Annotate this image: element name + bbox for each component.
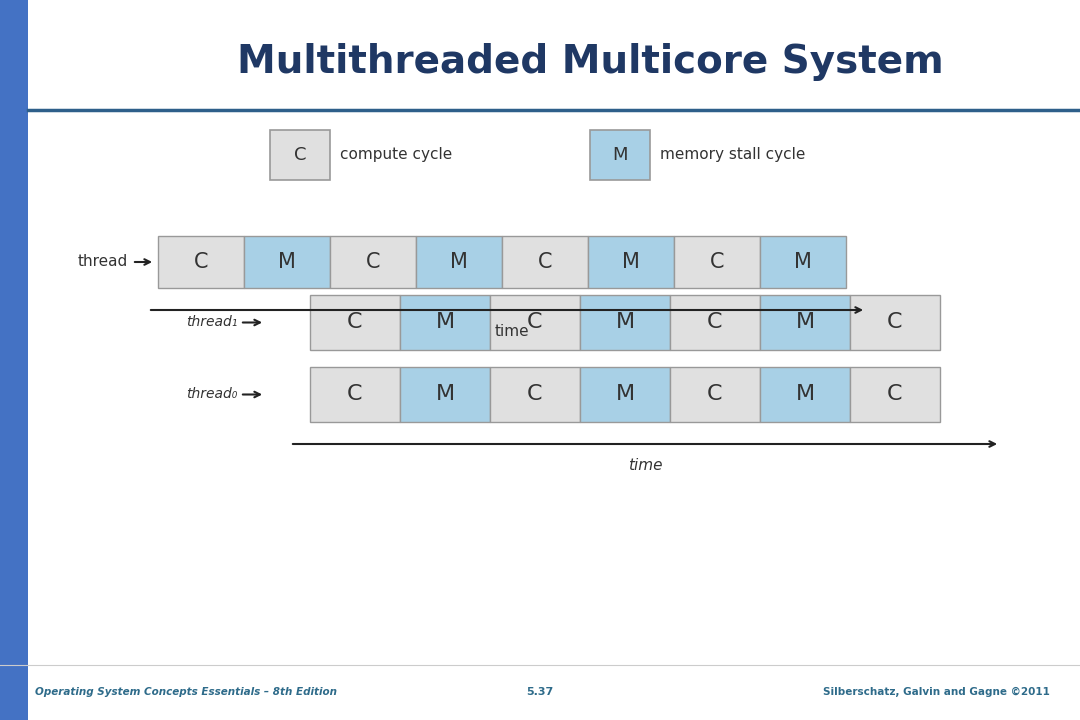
Text: time: time bbox=[627, 459, 662, 474]
Text: C: C bbox=[193, 252, 208, 272]
Text: M: M bbox=[616, 384, 635, 405]
Text: 5.37: 5.37 bbox=[526, 687, 554, 697]
Bar bbox=[850, 367, 940, 422]
Bar bbox=[760, 236, 846, 288]
Bar bbox=[670, 367, 760, 422]
Text: C: C bbox=[538, 252, 552, 272]
Bar bbox=[670, 295, 760, 350]
Text: C: C bbox=[527, 312, 543, 333]
Text: M: M bbox=[622, 252, 640, 272]
Text: C: C bbox=[366, 252, 380, 272]
Bar bbox=[244, 236, 330, 288]
Bar bbox=[850, 295, 940, 350]
Text: Multithreaded Multicore System: Multithreaded Multicore System bbox=[237, 43, 943, 81]
Bar bbox=[416, 236, 502, 288]
Text: memory stall cycle: memory stall cycle bbox=[660, 148, 806, 163]
Text: C: C bbox=[707, 312, 723, 333]
Bar bbox=[400, 367, 490, 422]
Bar bbox=[158, 236, 244, 288]
Text: Silberschatz, Galvin and Gagne ©2011: Silberschatz, Galvin and Gagne ©2011 bbox=[823, 687, 1050, 697]
Bar bbox=[310, 295, 400, 350]
Text: M: M bbox=[612, 146, 627, 164]
Bar bbox=[330, 236, 416, 288]
Text: M: M bbox=[435, 312, 455, 333]
Bar bbox=[674, 236, 760, 288]
Bar bbox=[760, 295, 850, 350]
Text: thread₀: thread₀ bbox=[186, 387, 237, 402]
Bar bbox=[502, 236, 588, 288]
Text: thread₁: thread₁ bbox=[186, 315, 237, 330]
Text: M: M bbox=[796, 384, 814, 405]
Text: M: M bbox=[794, 252, 812, 272]
Text: M: M bbox=[278, 252, 296, 272]
Text: time: time bbox=[495, 325, 529, 340]
Text: Operating System Concepts Essentials – 8th Edition: Operating System Concepts Essentials – 8… bbox=[35, 687, 337, 697]
Text: C: C bbox=[888, 312, 903, 333]
Text: M: M bbox=[616, 312, 635, 333]
Text: C: C bbox=[888, 384, 903, 405]
Bar bbox=[580, 367, 670, 422]
Text: C: C bbox=[710, 252, 725, 272]
Text: compute cycle: compute cycle bbox=[340, 148, 453, 163]
Text: M: M bbox=[450, 252, 468, 272]
Text: C: C bbox=[527, 384, 543, 405]
Text: C: C bbox=[348, 384, 363, 405]
Bar bbox=[400, 295, 490, 350]
Text: C: C bbox=[707, 384, 723, 405]
Text: C: C bbox=[294, 146, 307, 164]
Bar bbox=[490, 367, 580, 422]
Text: M: M bbox=[796, 312, 814, 333]
Bar bbox=[270, 130, 330, 180]
Bar bbox=[0, 0, 28, 720]
Bar bbox=[310, 367, 400, 422]
Text: thread: thread bbox=[78, 254, 129, 269]
Bar bbox=[580, 295, 670, 350]
Text: C: C bbox=[348, 312, 363, 333]
Bar bbox=[590, 130, 650, 180]
Text: M: M bbox=[435, 384, 455, 405]
Bar bbox=[760, 367, 850, 422]
Bar bbox=[588, 236, 674, 288]
Bar bbox=[490, 295, 580, 350]
